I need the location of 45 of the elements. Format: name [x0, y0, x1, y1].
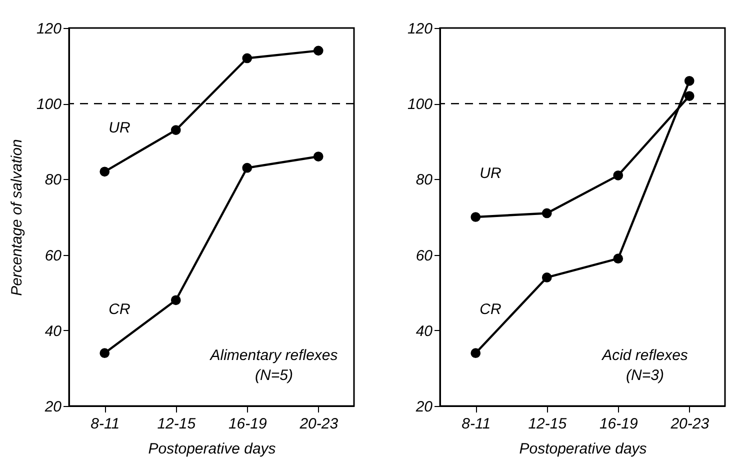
y-tick-label: 100 [407, 96, 434, 114]
text: UR [480, 165, 502, 182]
y-tick-label: 40 [44, 322, 62, 340]
point [684, 91, 694, 101]
y-tick-label: 100 [36, 96, 62, 114]
x-tick-label: 16-19 [599, 416, 638, 432]
point [100, 166, 110, 177]
point [313, 46, 324, 56]
x-tick-label: 20-23 [298, 416, 339, 432]
y-tick-label: 60 [416, 247, 434, 264]
y-tick-label: 120 [407, 20, 434, 38]
y-tick-label: 80 [44, 172, 62, 189]
x-tick-label: 12-15 [528, 416, 568, 432]
y-tick-label: 80 [416, 172, 434, 189]
point [100, 348, 110, 358]
y-tick-label: 20 [414, 398, 434, 416]
x-axis-title: Postoperative days [519, 440, 648, 458]
point [542, 208, 552, 218]
y-tick-label: 120 [36, 20, 62, 38]
annotation: Alimentary reflexes (N=5) [209, 347, 338, 384]
point [470, 212, 481, 222]
series-label: CR [108, 301, 130, 318]
y-tick-label: 20 [44, 398, 62, 416]
x-tick-label: 8-11 [462, 416, 491, 432]
series-label: CR [480, 301, 502, 318]
point [170, 295, 181, 306]
x-tick-label: 8-11 [90, 416, 120, 432]
x-axis-title: Postoperative days [148, 440, 276, 458]
series-label: UR [108, 120, 130, 137]
y-axis-title: Percentage of salvation [8, 139, 26, 296]
point [170, 125, 181, 135]
point [242, 162, 252, 173]
x-tick-label: 16-19 [228, 416, 268, 432]
point [470, 348, 481, 358]
annotation: Acid reflexes (N=3) [601, 347, 688, 384]
point [684, 76, 694, 86]
x-tick-label: 20-23 [670, 416, 710, 432]
point [613, 254, 624, 264]
x-tick-label: 12-15 [157, 416, 196, 432]
y-tick-label: 40 [416, 322, 434, 340]
point [542, 272, 552, 282]
point [613, 170, 624, 180]
point [313, 152, 324, 162]
y-tick-label: 60 [44, 247, 62, 264]
point [242, 53, 252, 64]
